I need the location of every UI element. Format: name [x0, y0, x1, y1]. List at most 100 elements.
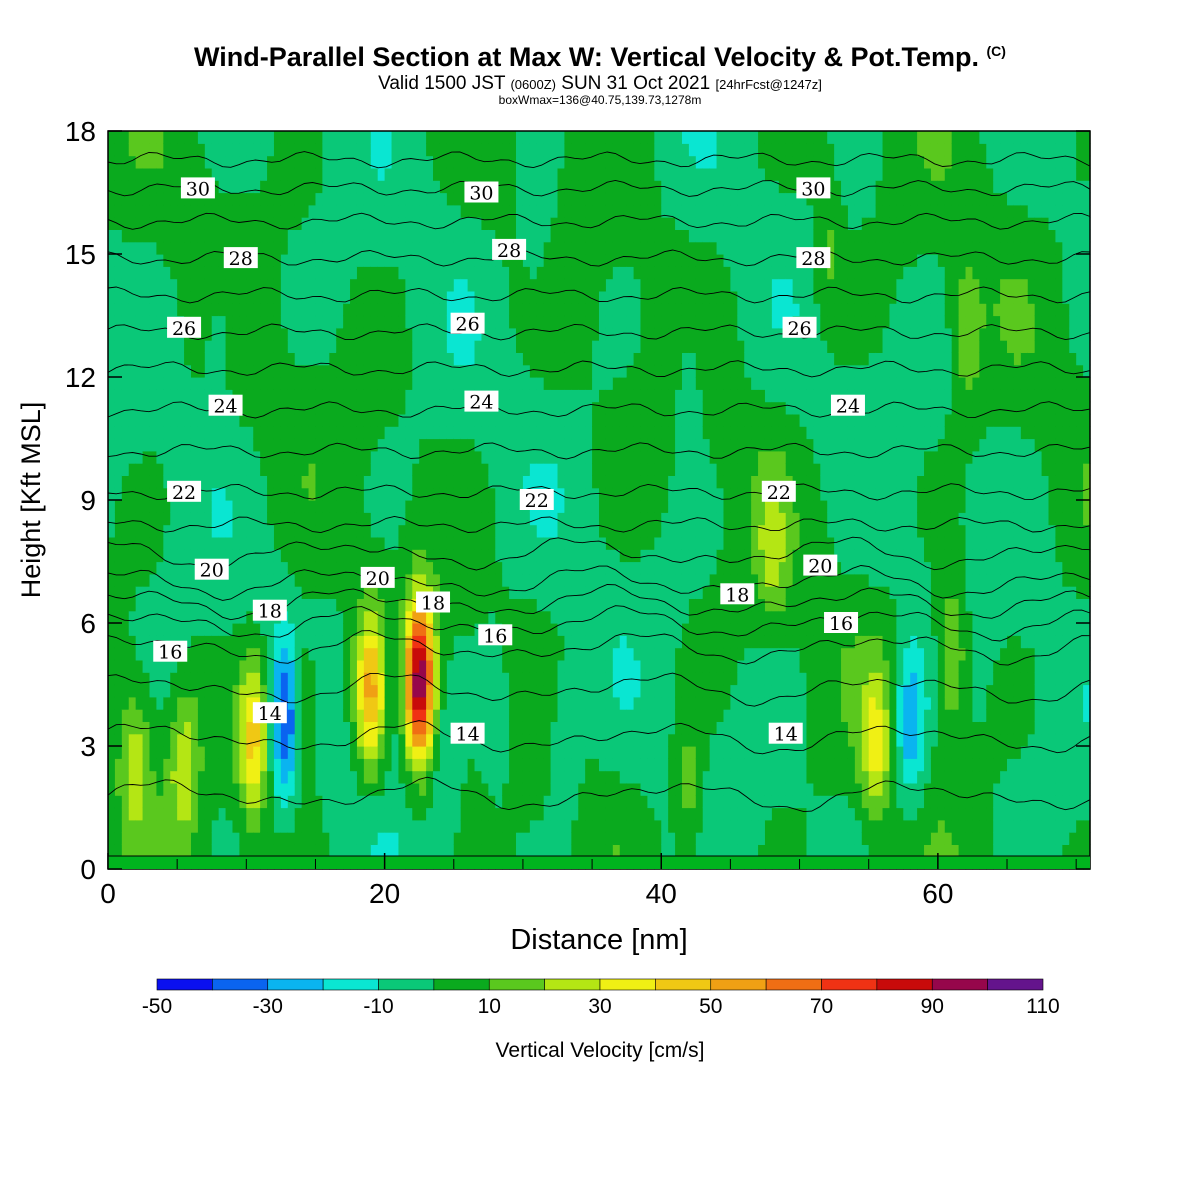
- heat-cell: [571, 438, 579, 452]
- heat-cell: [142, 758, 151, 772]
- heat-cell: [280, 586, 289, 599]
- heat-cell: [419, 536, 427, 550]
- heat-cell: [343, 536, 351, 550]
- heat-cell: [412, 819, 420, 833]
- heat-cell: [536, 254, 545, 267]
- heat-cell: [329, 377, 337, 390]
- heat-cell: [550, 623, 559, 636]
- heat-cell: [619, 832, 628, 845]
- heat-cell: [592, 819, 600, 833]
- heat-cell: [108, 438, 116, 452]
- heat-cell: [467, 266, 476, 280]
- heat-cell: [495, 782, 503, 796]
- heat-cell: [522, 807, 531, 821]
- heat-cell: [108, 364, 116, 378]
- heat-cell: [301, 389, 310, 403]
- heat-cell: [225, 684, 234, 698]
- heat-cell: [619, 561, 628, 575]
- heat-cell: [405, 266, 413, 280]
- heat-cell: [343, 524, 351, 538]
- heat-cell: [142, 364, 151, 378]
- heat-cell: [661, 131, 669, 144]
- heat-cell: [391, 463, 400, 476]
- heat-cell: [536, 524, 545, 538]
- heat-cell: [121, 475, 130, 489]
- heat-cell: [142, 450, 151, 464]
- heat-cell: [135, 795, 144, 809]
- heat-cell: [446, 795, 455, 809]
- heat-cell: [135, 659, 144, 673]
- heat-cell: [578, 770, 586, 784]
- heat-cell: [571, 709, 579, 722]
- heat-cell: [190, 819, 199, 833]
- heat-cell: [488, 377, 496, 390]
- heat-cell: [522, 610, 531, 624]
- heat-cell: [121, 389, 130, 403]
- heat-cell: [612, 377, 621, 390]
- heat-cell: [405, 254, 413, 267]
- heat-cell: [647, 487, 655, 501]
- heat-cell: [149, 254, 158, 267]
- heat-cell: [488, 463, 496, 476]
- heat-cell: [592, 352, 600, 366]
- heat-cell: [114, 426, 123, 440]
- heat-cell: [239, 721, 247, 735]
- heat-cell: [460, 782, 469, 796]
- heat-cell: [336, 832, 344, 845]
- heat-cell: [626, 303, 635, 317]
- heat-cell: [114, 377, 123, 390]
- heat-cell: [184, 155, 192, 169]
- heat-cell: [502, 438, 510, 452]
- heat-cell: [253, 672, 261, 686]
- heat-cell: [578, 475, 586, 489]
- heat-cell: [218, 819, 227, 833]
- heat-cell: [356, 598, 365, 612]
- heat-cell: [405, 475, 413, 489]
- heat-cell: [446, 819, 455, 833]
- heat-cell: [163, 131, 171, 144]
- heat-cell: [488, 819, 496, 833]
- heat-cell: [384, 832, 393, 845]
- heat-cell: [668, 364, 676, 378]
- heat-cell: [426, 807, 434, 821]
- heat-cell: [405, 746, 413, 759]
- heat-cell: [516, 807, 524, 821]
- heat-cell: [439, 573, 448, 587]
- heat-cell: [218, 167, 227, 181]
- heat-cell: [522, 709, 531, 722]
- heat-cell: [253, 217, 261, 230]
- heat-cell: [197, 733, 206, 747]
- heat-cell: [253, 770, 261, 784]
- heat-cell: [564, 659, 572, 673]
- heat-cell: [467, 561, 476, 575]
- heat-cell: [481, 524, 489, 538]
- heat-cell: [654, 635, 662, 649]
- heat-cell: [446, 241, 455, 255]
- heat-cell: [363, 352, 372, 366]
- heat-cell: [557, 844, 566, 858]
- heat-cell: [246, 401, 254, 415]
- heat-cell: [253, 733, 261, 747]
- heat-cell: [377, 340, 386, 353]
- heat-cell: [439, 647, 448, 661]
- heat-cell: [163, 561, 171, 575]
- heat-cell: [370, 229, 379, 243]
- heat-cell: [439, 709, 448, 722]
- heat-cell: [370, 536, 379, 550]
- heat-cell: [114, 217, 123, 230]
- heat-cell: [467, 573, 476, 587]
- heat-cell: [336, 229, 344, 243]
- heat-cell: [529, 610, 538, 624]
- heat-cell: [605, 389, 614, 403]
- heat-cell: [142, 635, 151, 649]
- heat-cell: [626, 696, 635, 710]
- heat-cell: [170, 844, 178, 858]
- heat-cell: [405, 561, 413, 575]
- heat-cell: [177, 364, 185, 378]
- heat-cell: [370, 770, 379, 784]
- heat-cell: [363, 278, 372, 292]
- heat-cell: [253, 819, 261, 833]
- heat-cell: [239, 426, 247, 440]
- heat-cell: [142, 512, 151, 526]
- heat-cell: [149, 807, 158, 821]
